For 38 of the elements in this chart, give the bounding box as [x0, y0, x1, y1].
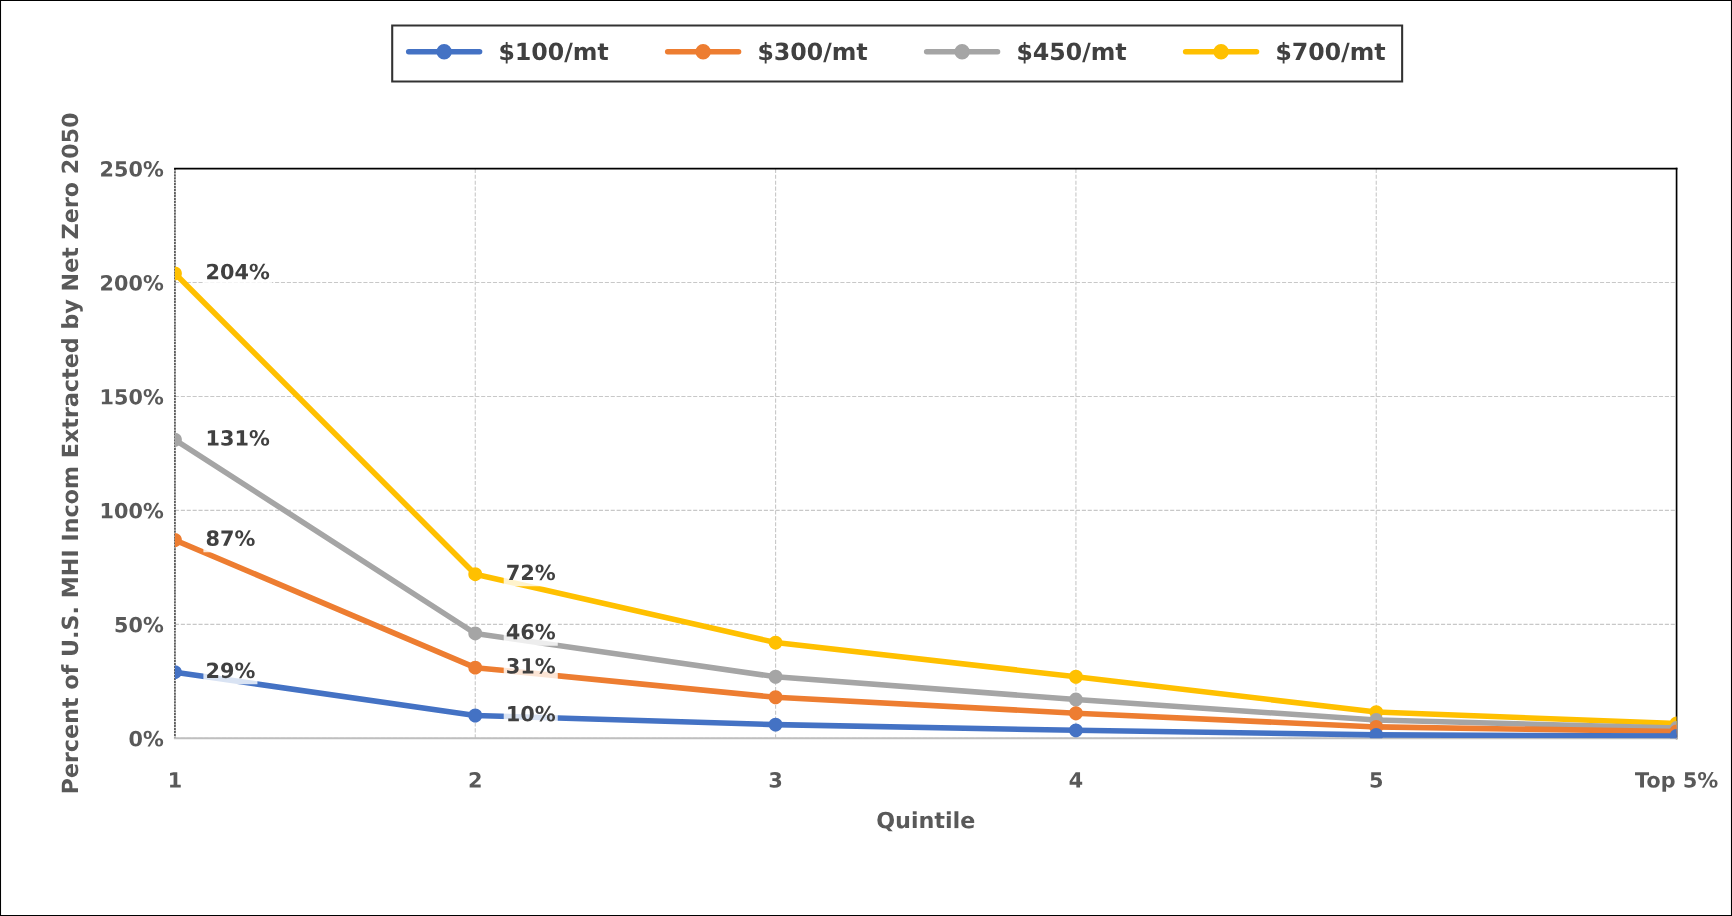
y-tick-label: 0%: [129, 730, 164, 747]
y-tick-label: 150%: [101, 388, 164, 405]
point: [1068, 692, 1083, 707]
legend-label: $300/mt: [759, 42, 868, 64]
y-tick-label: 250%: [101, 161, 164, 177]
data-label: 87%: [206, 530, 255, 547]
x-tick-label: 1: [170, 772, 181, 788]
data-label: 72%: [507, 564, 556, 581]
x-tick-label: 5: [1370, 772, 1383, 788]
y-tick-label: 200%: [101, 274, 164, 291]
point: [468, 626, 483, 641]
legend-label: $100/mt: [500, 42, 609, 64]
y-tick-label: 100%: [101, 502, 164, 519]
data-label: 46%: [506, 623, 556, 640]
x-tick-label: 4: [1069, 772, 1083, 788]
data-label: 204%: [207, 263, 270, 280]
point: [768, 669, 783, 684]
x-tick-label: 3: [769, 772, 782, 788]
point: [1068, 723, 1083, 738]
data-label: 131%: [207, 430, 270, 446]
y-axis-title: Percent of U.S. MHI Incom Extracted by Net Zero 2050: [61, 113, 83, 793]
x-tick-label: 2: [469, 772, 481, 788]
point: [1068, 669, 1083, 684]
data-label: 10%: [508, 705, 556, 722]
legend-label: $700/mt: [1277, 42, 1386, 64]
point: [468, 660, 483, 675]
x-tick-label: Top 5%: [1635, 772, 1718, 792]
point: [1068, 706, 1083, 721]
point: [768, 635, 783, 650]
point: [468, 708, 483, 723]
x-axis-title: Quintile: [877, 811, 975, 832]
legend-label: $450/mt: [1018, 42, 1127, 64]
y-tick-label: 50%: [115, 616, 164, 633]
point: [768, 690, 783, 705]
point: [468, 567, 483, 582]
data-label: 29%: [207, 662, 255, 679]
data-label: 31%: [507, 657, 556, 674]
point: [768, 717, 783, 732]
